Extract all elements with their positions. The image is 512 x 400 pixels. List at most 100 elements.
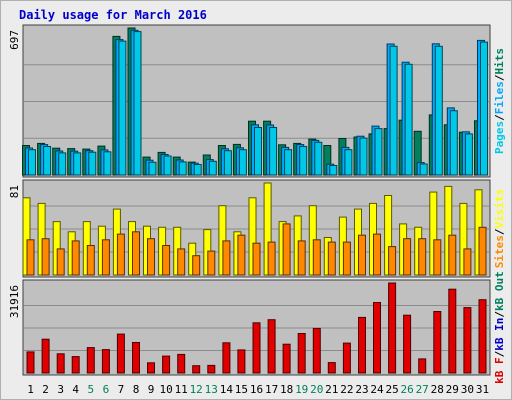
bar-sites-day-24 [373, 233, 381, 276]
bar-sites-day-26 [403, 238, 412, 276]
bar-pages-day-14 [223, 150, 232, 176]
x-tick-label-day-18: 18 [280, 383, 293, 396]
bar-sites-day-2 [41, 238, 50, 276]
bar-pages-day-31 [480, 41, 488, 176]
bar-kb-f-day-20 [312, 327, 321, 374]
bar-sites-day-16 [252, 242, 261, 276]
bar-pages-day-22 [344, 149, 353, 176]
bar-sites-day-27 [418, 238, 427, 276]
x-tick-label-day-24: 24 [370, 383, 384, 396]
bar-pages-day-2 [43, 146, 52, 176]
bar-pages-day-29 [449, 110, 458, 176]
bar-sites-day-4 [71, 240, 80, 276]
bar-pages-day-24 [374, 128, 383, 176]
legend-files: Files [493, 81, 506, 114]
legend-pages: Pages [493, 121, 506, 154]
bar-kb-f-day-3 [56, 353, 65, 374]
x-tick-label-day-13: 13 [205, 383, 218, 396]
x-tick-label-day-3: 3 [57, 383, 64, 396]
chart-title: Daily usage for March 2016 [19, 8, 207, 22]
bar-pages-day-16 [254, 127, 262, 176]
legend-separator: / [493, 350, 506, 357]
legend-visits: Visits [493, 189, 506, 229]
x-tick-label-day-30: 30 [461, 383, 474, 396]
bar-kb-f-day-25 [388, 282, 397, 374]
bar-sites-day-13 [207, 250, 216, 276]
legend-separator: / [493, 114, 506, 121]
bar-kb-f-day-22 [342, 342, 351, 374]
x-tick-label-day-21: 21 [325, 383, 338, 396]
bar-kb-f-day-28 [433, 311, 442, 374]
x-tick-label-day-20: 20 [310, 383, 323, 396]
bar-sites-day-12 [192, 255, 201, 276]
x-tick-label-day-17: 17 [265, 383, 278, 396]
x-tick-label-day-22: 22 [340, 383, 353, 396]
bar-kb-f-day-12 [192, 365, 201, 374]
bar-pages-day-7 [118, 40, 127, 176]
x-tick-label-day-8: 8 [133, 383, 140, 396]
x-tick-label-day-6: 6 [103, 383, 110, 396]
bar-pages-day-25 [389, 45, 398, 176]
bar-kb-f-day-7 [116, 333, 125, 374]
bar-pages-day-21 [329, 165, 338, 176]
x-tick-label-day-19: 19 [295, 383, 308, 396]
bar-kb-f-day-29 [448, 288, 457, 374]
panel-top-legend: Pages/Files/Hits [493, 48, 506, 154]
bar-pages-day-10 [163, 155, 172, 176]
series-sites [26, 223, 487, 276]
bar-pages-day-27 [419, 163, 428, 176]
bar-kb-f-day-5 [86, 347, 95, 374]
bar-kb-f-day-24 [373, 302, 381, 374]
bar-sites-day-10 [162, 245, 171, 276]
x-tick-label-day-26: 26 [400, 383, 413, 396]
bar-sites-day-19 [297, 240, 306, 276]
bar-pages-day-28 [434, 45, 443, 176]
legend-sites: Sites [493, 235, 506, 268]
bar-sites-day-7 [116, 233, 125, 276]
bar-kb-f-day-16 [252, 322, 261, 374]
bar-kb-f-day-26 [403, 314, 412, 374]
x-tick-label-day-15: 15 [235, 383, 248, 396]
panel-mid: 81 Sites/Visits [8, 179, 506, 278]
legend-separator: / [493, 74, 506, 81]
legend-separator: / [493, 311, 506, 318]
bar-pages-day-15 [238, 149, 247, 176]
bar-kb-f-day-10 [162, 355, 171, 374]
bar-sites-day-5 [86, 245, 95, 276]
bar-kb-f-day-13 [207, 364, 216, 374]
bar-pages-day-30 [464, 133, 473, 176]
bar-kb-f-day-30 [463, 307, 472, 374]
bar-kb-f-day-31 [478, 299, 487, 374]
bar-kb-f-day-27 [418, 358, 427, 374]
bar-pages-day-9 [148, 161, 157, 176]
x-tick-label-day-27: 27 [416, 383, 429, 396]
legend-kb-out: kB Out [493, 271, 506, 311]
panel-mid-legend: Sites/Visits [493, 189, 506, 269]
x-tick-label-day-9: 9 [148, 383, 155, 396]
x-tick-label-day-7: 7 [118, 383, 125, 396]
bar-sites-day-29 [448, 234, 457, 276]
legend-separator: / [493, 228, 506, 235]
bar-pages-day-11 [178, 161, 187, 176]
bar-kb-f-day-23 [358, 316, 366, 374]
bar-pages-day-4 [73, 152, 82, 176]
x-tick-label-day-28: 28 [431, 383, 444, 396]
bar-sites-day-3 [56, 248, 65, 276]
bar-pages-day-12 [193, 164, 202, 176]
bar-kb-f-day-8 [132, 342, 140, 374]
bar-pages-day-3 [58, 152, 67, 176]
x-tick-label-day-31: 31 [476, 383, 489, 396]
bar-sites-day-1 [26, 239, 35, 276]
bar-kb-f-day-4 [71, 356, 80, 374]
bar-kb-f-day-21 [327, 362, 336, 374]
legend-kb-f: kB F [493, 357, 506, 384]
bar-sites-day-8 [132, 231, 140, 276]
panel-bot-ymax-label: 31916 [8, 285, 21, 318]
bar-pages-day-20 [314, 141, 323, 176]
bar-pages-day-8 [133, 31, 142, 176]
x-tick-label-day-12: 12 [190, 383, 203, 396]
x-tick-label-day-14: 14 [220, 383, 234, 396]
bar-pages-day-19 [299, 146, 308, 176]
